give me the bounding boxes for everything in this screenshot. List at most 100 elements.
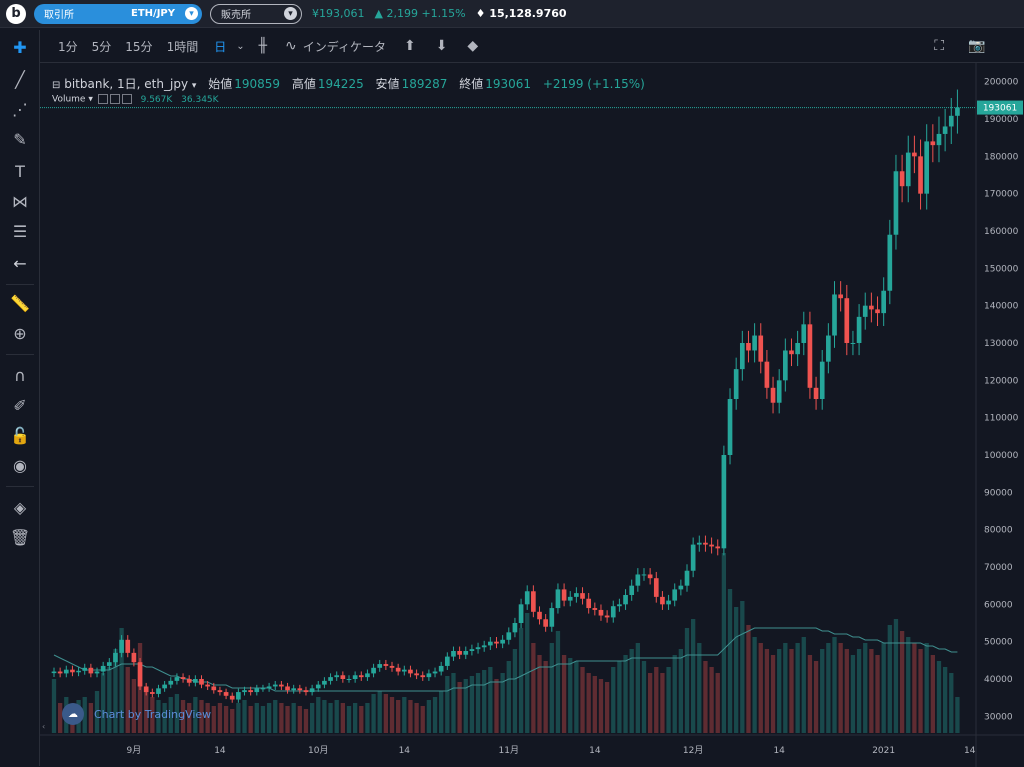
prediction-icon[interactable]: ☰ [12,222,28,241]
pattern-icon[interactable]: ⋈ [12,192,28,211]
candle-style-icon[interactable]: ╫ [258,38,268,54]
crosshair-icon[interactable]: ✚ [13,38,27,57]
volume-bar [555,631,561,733]
legend-collapse-icon[interactable]: ⊟ [52,80,61,91]
fullscreen-icon[interactable]: ⛶ [934,38,945,54]
download-icon[interactable]: ⬇ [435,38,448,54]
candle-body [100,665,106,672]
volume-bar [580,667,585,733]
candle-body [942,126,948,134]
candle-body [199,679,204,685]
volume-bar [187,703,192,733]
interval-1h[interactable]: 1時間 [166,39,199,54]
ruler-icon[interactable]: 📏 [10,294,30,313]
volume-bar [217,703,223,733]
upload-icon[interactable]: ⬆ [403,38,416,54]
time-tick-label: 14 [214,746,226,756]
volume-bar [469,676,475,733]
chevron-down-icon[interactable]: ⌄ [236,40,245,52]
candle-body [328,677,333,681]
volume-bar [641,661,647,733]
volume-bar [697,643,702,733]
tradingview-cloud-icon: ☁ [62,703,84,725]
volume-bar [684,628,690,733]
change-value: +2199 (+1.15%) [542,77,645,91]
sales-selector[interactable]: 販売所 ▾ [210,3,302,24]
interval-5m[interactable]: 5分 [91,39,112,54]
candle-body [826,335,831,362]
candle-body [574,593,579,597]
camera-icon[interactable]: 📷 [968,38,986,54]
arrow-left-icon[interactable]: ← [13,254,27,273]
time-tick-label: 9月 [127,745,142,756]
candle-body [586,598,592,609]
volume-bar [715,673,720,733]
eye-icon[interactable] [97,94,108,104]
volume-bar [592,676,597,733]
candle-body [500,639,505,644]
candle-body [297,688,303,691]
volume-bar [273,700,278,733]
candle-body [389,665,395,668]
trend-line-icon[interactable]: ╱ [15,70,25,89]
indicator-button[interactable]: インディケータ [302,39,386,54]
time-tick-label: 12月 [683,745,703,756]
tradingview-badge[interactable]: ☁ Chart by TradingView [62,703,211,725]
symbol-title[interactable]: bitbank, 1日, eth_jpy [64,77,189,91]
volume-bar [211,706,216,733]
candle-body [451,651,456,657]
candle-body [930,141,936,146]
volume-label[interactable]: Volume [52,94,86,105]
volume-bar [223,706,229,733]
interval-1m[interactable]: 1分 [58,39,78,54]
close-icon[interactable] [121,94,132,104]
candle-body [819,361,825,399]
scroll-left-icon[interactable]: ‹ [42,722,45,731]
zoom-in-icon[interactable]: ⊕ [13,324,27,343]
volume-bar [439,691,444,733]
candle-body [936,133,942,146]
volume-bar [574,661,579,733]
candlestick-chart[interactable]: 200000 190000 180000 170000 160000 150000 1400… [40,63,1024,767]
volume-bar [537,655,542,733]
time-tick-label: 14 [399,746,411,756]
price-tick-label: 120000 [984,376,1019,386]
price-tick-label: 70000 [984,563,1013,573]
candle-body [303,690,309,693]
volume-bar [740,601,745,733]
volume-bar [113,649,118,733]
volume-bar [506,661,511,733]
volume-bar [101,673,106,733]
bitbank-logo[interactable]: b [6,3,26,24]
layers-icon[interactable]: ◈ [13,498,27,517]
volume-bar [94,691,100,733]
pitchfork-icon[interactable]: ⋰ [12,100,28,119]
volume-bar [303,709,309,733]
gear-icon[interactable] [109,94,120,104]
interval-day[interactable]: 日 [214,39,227,54]
chevron-down-icon[interactable]: ▾ [191,81,197,91]
indicator-icon[interactable]: ∿ [285,38,297,54]
unlock-icon[interactable]: 🔓 [10,426,30,445]
candle-body [156,688,161,694]
eraser-icon[interactable]: ◆ [467,38,479,54]
candle-body [51,671,57,674]
candle-body [555,589,561,609]
exchange-pair-selector[interactable]: 取引所 ETH/JPY ▾ [34,3,202,24]
text-icon[interactable]: T [15,162,25,181]
price-chart[interactable]: 200000 190000 180000 170000 160000 150000 1400… [40,62,1024,767]
volume-bar [236,703,241,733]
volume-bar [396,700,401,733]
volume-bar [617,661,622,733]
price-tick-label: 140000 [984,302,1019,312]
lock-pencil-icon[interactable]: ✐ [13,396,27,415]
brush-icon[interactable]: ✎ [13,130,27,149]
trash-icon[interactable]: 🗑 [10,528,31,547]
magnet-icon[interactable]: ∩ [14,366,26,385]
eye-icon[interactable]: ◉ [13,456,27,475]
candle-body [948,115,954,127]
candle-body [838,294,843,299]
interval-15m[interactable]: 15分 [125,39,153,54]
time-tick-label: 14 [964,746,976,756]
candle-body [666,600,671,605]
